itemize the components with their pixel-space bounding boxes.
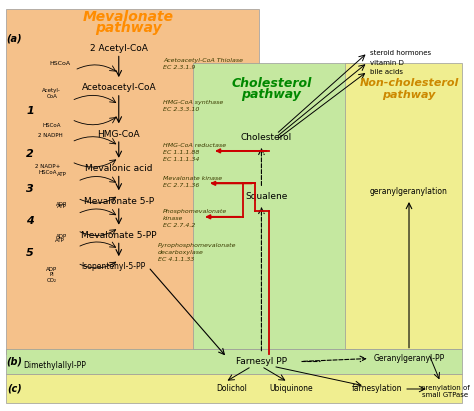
Text: Mevalonic acid: Mevalonic acid xyxy=(85,164,153,173)
Text: Acetyl-
CoA: Acetyl- CoA xyxy=(42,88,61,99)
Bar xyxy=(345,63,462,349)
Text: Geranylgeranyl-PP: Geranylgeranyl-PP xyxy=(374,354,445,363)
Text: (a): (a) xyxy=(7,34,22,44)
Text: (c): (c) xyxy=(7,384,22,394)
Text: Acetoacetyl-CoA: Acetoacetyl-CoA xyxy=(82,83,156,92)
Text: prenylation of
small GTPase: prenylation of small GTPase xyxy=(421,386,470,398)
Text: pathway: pathway xyxy=(241,88,301,102)
Text: EC 2.7.4.2: EC 2.7.4.2 xyxy=(163,223,195,228)
Text: Farnesyl PP: Farnesyl PP xyxy=(236,357,287,366)
Text: HMG-CoA synthase: HMG-CoA synthase xyxy=(163,100,223,105)
Text: ADP: ADP xyxy=(56,234,67,239)
Bar xyxy=(192,63,355,349)
Text: ADP
Pi
CO₂: ADP Pi CO₂ xyxy=(46,267,57,283)
Text: Ubiquinone: Ubiquinone xyxy=(269,385,313,393)
Text: 3: 3 xyxy=(27,184,34,194)
Text: bile acids: bile acids xyxy=(370,69,402,75)
Text: Dolichol: Dolichol xyxy=(217,385,247,393)
Text: Dimethylallyl-PP: Dimethylallyl-PP xyxy=(23,361,86,370)
Text: 2 NADP+
HSCoA: 2 NADP+ HSCoA xyxy=(35,164,61,175)
Bar xyxy=(6,349,462,374)
Text: (b): (b) xyxy=(7,356,22,367)
Text: HSCoA: HSCoA xyxy=(43,123,61,128)
Text: HMG-CoA: HMG-CoA xyxy=(98,129,140,139)
Text: kinase: kinase xyxy=(163,216,183,221)
Text: pathway: pathway xyxy=(383,90,436,100)
Text: HSCoA: HSCoA xyxy=(49,61,70,66)
Text: ADP: ADP xyxy=(56,201,67,206)
Text: Cholesterol: Cholesterol xyxy=(241,133,292,142)
Text: Mevalonate kinase: Mevalonate kinase xyxy=(163,176,222,181)
Text: ATP: ATP xyxy=(57,172,67,177)
Text: EC 2.3.1.9: EC 2.3.1.9 xyxy=(163,65,195,70)
Text: farnesylation: farnesylation xyxy=(351,385,402,393)
Text: pathway: pathway xyxy=(95,21,162,35)
Text: EC 2.7.1.36: EC 2.7.1.36 xyxy=(163,183,200,188)
Text: decarboxylase: decarboxylase xyxy=(158,250,204,255)
Text: EC 2.3.3.10: EC 2.3.3.10 xyxy=(163,107,200,112)
Text: Phosphomevalonate: Phosphomevalonate xyxy=(163,209,228,215)
Text: Acetoacetyl-CoA Thiolase: Acetoacetyl-CoA Thiolase xyxy=(163,58,243,63)
Text: EC 4.1.1.33: EC 4.1.1.33 xyxy=(158,256,194,262)
Text: Non-cholesterol: Non-cholesterol xyxy=(359,78,459,88)
Text: EC 1.1.1.34: EC 1.1.1.34 xyxy=(163,157,200,162)
Text: 2: 2 xyxy=(27,149,34,159)
Text: 5: 5 xyxy=(27,248,34,258)
Text: Pyrophosphomevalonate: Pyrophosphomevalonate xyxy=(158,243,237,248)
Text: 1: 1 xyxy=(27,106,34,115)
Text: geranylgeranylation: geranylgeranylation xyxy=(370,187,448,196)
Text: Cholesterol: Cholesterol xyxy=(231,76,311,90)
Text: HMG-CoA reductase: HMG-CoA reductase xyxy=(163,143,226,148)
Text: 4: 4 xyxy=(27,216,34,226)
Text: Squalene: Squalene xyxy=(245,192,288,201)
Text: steroid hormones: steroid hormones xyxy=(370,51,431,56)
Text: vitamin D: vitamin D xyxy=(370,60,403,66)
Text: Mevalonate 5-P: Mevalonate 5-P xyxy=(84,196,154,206)
Bar xyxy=(6,9,259,353)
Text: Mevalonate 5-PP: Mevalonate 5-PP xyxy=(81,231,156,240)
Text: EC 1.1.1.88: EC 1.1.1.88 xyxy=(163,150,200,155)
Text: 2 NADPH: 2 NADPH xyxy=(37,133,62,138)
Text: 2 Acetyl-CoA: 2 Acetyl-CoA xyxy=(90,44,148,53)
Text: Mevalonate: Mevalonate xyxy=(83,10,174,24)
Text: ATP: ATP xyxy=(55,238,64,243)
Text: Isopentenyl-5-PP: Isopentenyl-5-PP xyxy=(82,263,146,272)
Bar xyxy=(6,374,462,403)
Text: ATP: ATP xyxy=(57,205,67,210)
